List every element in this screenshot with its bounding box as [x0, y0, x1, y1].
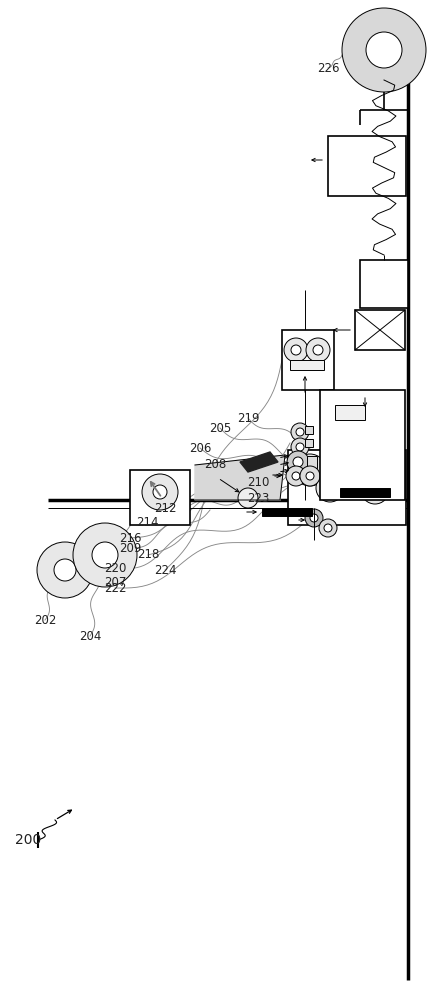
- Circle shape: [238, 488, 258, 508]
- Circle shape: [306, 338, 330, 362]
- Circle shape: [287, 451, 309, 473]
- Circle shape: [304, 464, 316, 476]
- Circle shape: [348, 463, 362, 477]
- Bar: [307, 456, 317, 468]
- Circle shape: [294, 454, 326, 486]
- Bar: [262, 508, 312, 516]
- Circle shape: [300, 466, 320, 486]
- Text: 207: 207: [104, 576, 126, 589]
- Circle shape: [316, 474, 344, 502]
- Text: 223: 223: [247, 491, 269, 504]
- Circle shape: [142, 474, 178, 510]
- Text: 202: 202: [34, 613, 56, 626]
- Text: 220: 220: [104, 562, 126, 574]
- Text: 204: 204: [79, 630, 101, 643]
- Circle shape: [305, 509, 323, 527]
- Circle shape: [319, 519, 337, 537]
- Circle shape: [286, 466, 306, 486]
- Circle shape: [37, 542, 93, 598]
- Text: 200: 200: [15, 833, 41, 847]
- Polygon shape: [195, 455, 285, 500]
- Circle shape: [293, 457, 303, 467]
- Text: 208: 208: [204, 458, 226, 472]
- Text: 216: 216: [119, 532, 141, 544]
- Circle shape: [361, 476, 389, 504]
- Circle shape: [291, 438, 309, 456]
- Circle shape: [291, 345, 301, 355]
- Bar: [355, 310, 405, 350]
- Bar: [320, 390, 405, 500]
- Circle shape: [370, 485, 380, 495]
- Circle shape: [306, 472, 314, 480]
- Text: 224: 224: [154, 564, 176, 576]
- Circle shape: [54, 559, 76, 581]
- Bar: [130, 470, 190, 525]
- Bar: [305, 426, 313, 434]
- Text: 222: 222: [104, 582, 126, 594]
- Bar: [305, 439, 313, 447]
- Bar: [328, 136, 406, 196]
- Circle shape: [73, 523, 137, 587]
- Text: 205: 205: [209, 422, 231, 434]
- Circle shape: [310, 514, 318, 522]
- Bar: [360, 260, 408, 308]
- Bar: [288, 450, 406, 525]
- Text: 214: 214: [136, 516, 158, 530]
- Circle shape: [296, 443, 304, 451]
- Circle shape: [313, 345, 323, 355]
- Circle shape: [342, 8, 426, 92]
- Circle shape: [337, 452, 373, 488]
- Circle shape: [284, 338, 308, 362]
- Text: 226: 226: [317, 62, 339, 75]
- Circle shape: [291, 423, 309, 441]
- Text: 212: 212: [154, 502, 176, 514]
- Circle shape: [153, 485, 167, 499]
- Circle shape: [324, 524, 332, 532]
- Bar: [340, 488, 390, 497]
- Text: 206: 206: [189, 442, 211, 454]
- Circle shape: [296, 428, 304, 436]
- Circle shape: [366, 32, 402, 68]
- Circle shape: [292, 472, 300, 480]
- Text: 209: 209: [119, 542, 141, 554]
- Text: 210: 210: [247, 477, 269, 489]
- Circle shape: [325, 483, 335, 493]
- Bar: [282, 330, 334, 390]
- Text: 219: 219: [237, 412, 259, 424]
- Polygon shape: [240, 452, 278, 472]
- Text: 218: 218: [137, 548, 159, 562]
- Bar: [335, 405, 365, 420]
- Circle shape: [92, 542, 118, 568]
- Bar: [290, 360, 324, 370]
